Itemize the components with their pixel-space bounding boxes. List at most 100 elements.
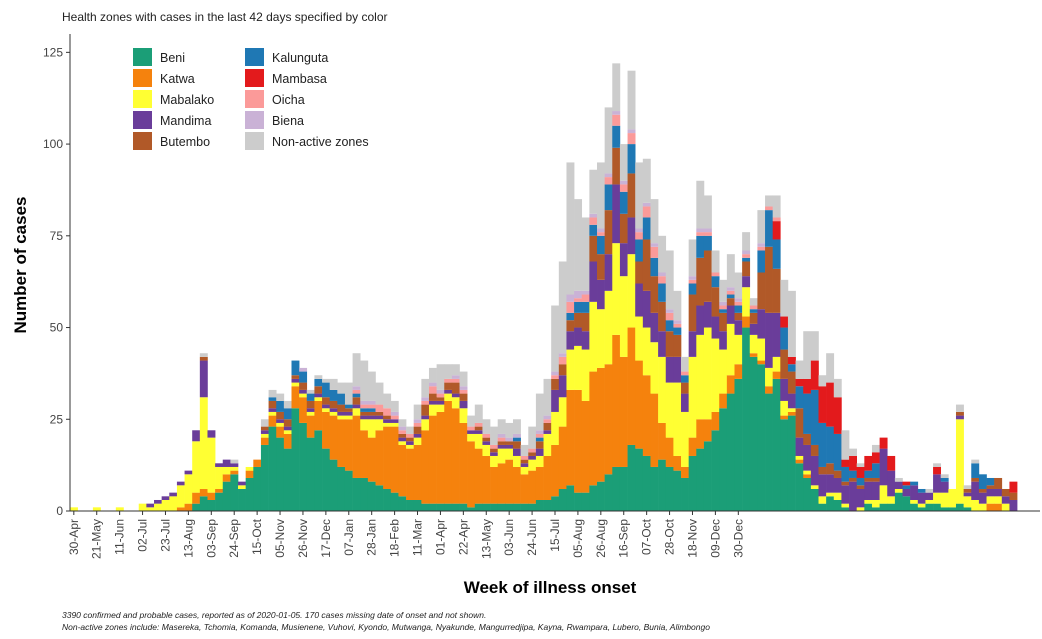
bar-segment [444, 393, 453, 401]
bar-segment [268, 397, 277, 401]
bar-segment [512, 433, 521, 438]
bar-segment [681, 371, 689, 376]
bar-segment [436, 411, 445, 504]
x-tick-label: 18-Feb [388, 519, 402, 557]
bar-segment [299, 371, 308, 383]
bar-segment [558, 353, 567, 357]
legend-label: Mambasa [272, 72, 327, 86]
bar-segment [658, 459, 667, 511]
bar-segment [826, 492, 835, 497]
bar-segment [971, 481, 980, 500]
bar-segment [795, 408, 804, 438]
bar-segment [322, 411, 330, 449]
bar-segment [742, 287, 751, 317]
bar-segment [780, 349, 789, 379]
bar-segment [673, 323, 682, 328]
bar-segment [428, 382, 437, 387]
bar-segment [299, 382, 308, 390]
bar-segment [749, 305, 758, 310]
bar-segment [688, 279, 697, 284]
bar-segment [528, 426, 537, 449]
bar-segment [749, 334, 758, 354]
bar-segment [772, 356, 781, 372]
bar-segment [994, 496, 1003, 504]
legend-swatch [133, 132, 152, 150]
bar-segment [665, 331, 674, 357]
bar-segment [375, 404, 384, 412]
x-tick-label: 21-May [90, 519, 104, 559]
bar-segment [222, 459, 231, 467]
bar-segment [780, 378, 789, 401]
legend-label: Butembo [160, 135, 210, 149]
bar-segment [696, 305, 705, 335]
bar-segment [360, 477, 369, 511]
x-tick-label: 07-Oct [640, 518, 654, 555]
bar-segment [283, 448, 292, 511]
legend-swatch [245, 111, 264, 129]
bar-segment [787, 356, 796, 365]
y-tick-label: 0 [56, 504, 63, 518]
bar-segment [482, 455, 491, 504]
bar-segment [818, 375, 827, 387]
bar-segment [337, 415, 346, 420]
bar-segment [451, 375, 460, 379]
bar-segment [803, 331, 812, 379]
bar-segment [459, 371, 468, 387]
bar-segment [650, 199, 659, 244]
bar-segment [642, 375, 651, 456]
bar-segment [360, 430, 369, 478]
bar-segment [734, 301, 743, 306]
bar-segment [871, 507, 880, 511]
bar-segment [138, 503, 147, 511]
bar-segment [551, 371, 560, 376]
bar-segment [795, 437, 804, 456]
bar-segment [322, 448, 330, 511]
bar-segment [543, 499, 552, 511]
bar-segment [978, 503, 987, 511]
bar-segment [383, 419, 392, 423]
bar-segment [482, 419, 491, 434]
bar-segment [719, 279, 728, 302]
bar-segment [505, 441, 514, 445]
bar-segment [818, 422, 827, 467]
bar-segment [894, 477, 903, 482]
bar-segment [337, 419, 346, 467]
y-tick-label: 75 [50, 229, 64, 243]
bar-segment [749, 353, 758, 357]
bar-segment [436, 389, 445, 394]
bar-segment [276, 419, 285, 423]
bar-segment [207, 492, 216, 500]
bar-segment [940, 481, 949, 493]
bar-segment [742, 276, 751, 288]
x-tick-label: 24-Jun [525, 519, 539, 556]
y-tick-label: 25 [50, 412, 64, 426]
bar-segment [383, 408, 392, 416]
bar-segment [451, 393, 460, 398]
bar-segment [444, 382, 453, 390]
bar-segment [955, 411, 964, 416]
bar-segment [810, 389, 819, 445]
bar-segment [367, 481, 376, 511]
x-tick-label: 30-Dec [731, 519, 745, 558]
bar-segment [543, 378, 552, 416]
bar-segment [115, 507, 124, 511]
bar-segment [940, 477, 949, 482]
bar-segment [512, 437, 521, 442]
bar-segment [925, 488, 934, 493]
bar-segment [260, 426, 269, 431]
legend-swatch [133, 69, 152, 87]
bar-segment [871, 444, 880, 453]
bar-segment [627, 173, 636, 218]
bar-segment [367, 371, 376, 401]
bar-segment [826, 353, 835, 383]
y-tick-label: 125 [43, 45, 63, 59]
bar-segment [199, 397, 208, 489]
bar-segment [535, 441, 544, 449]
bar-segment [887, 496, 896, 504]
bar-segment [726, 294, 735, 299]
bar-segment [375, 430, 384, 486]
bar-segment [230, 466, 239, 471]
bar-segment [543, 419, 552, 423]
bar-segment [558, 488, 567, 511]
bar-segment [222, 474, 231, 482]
